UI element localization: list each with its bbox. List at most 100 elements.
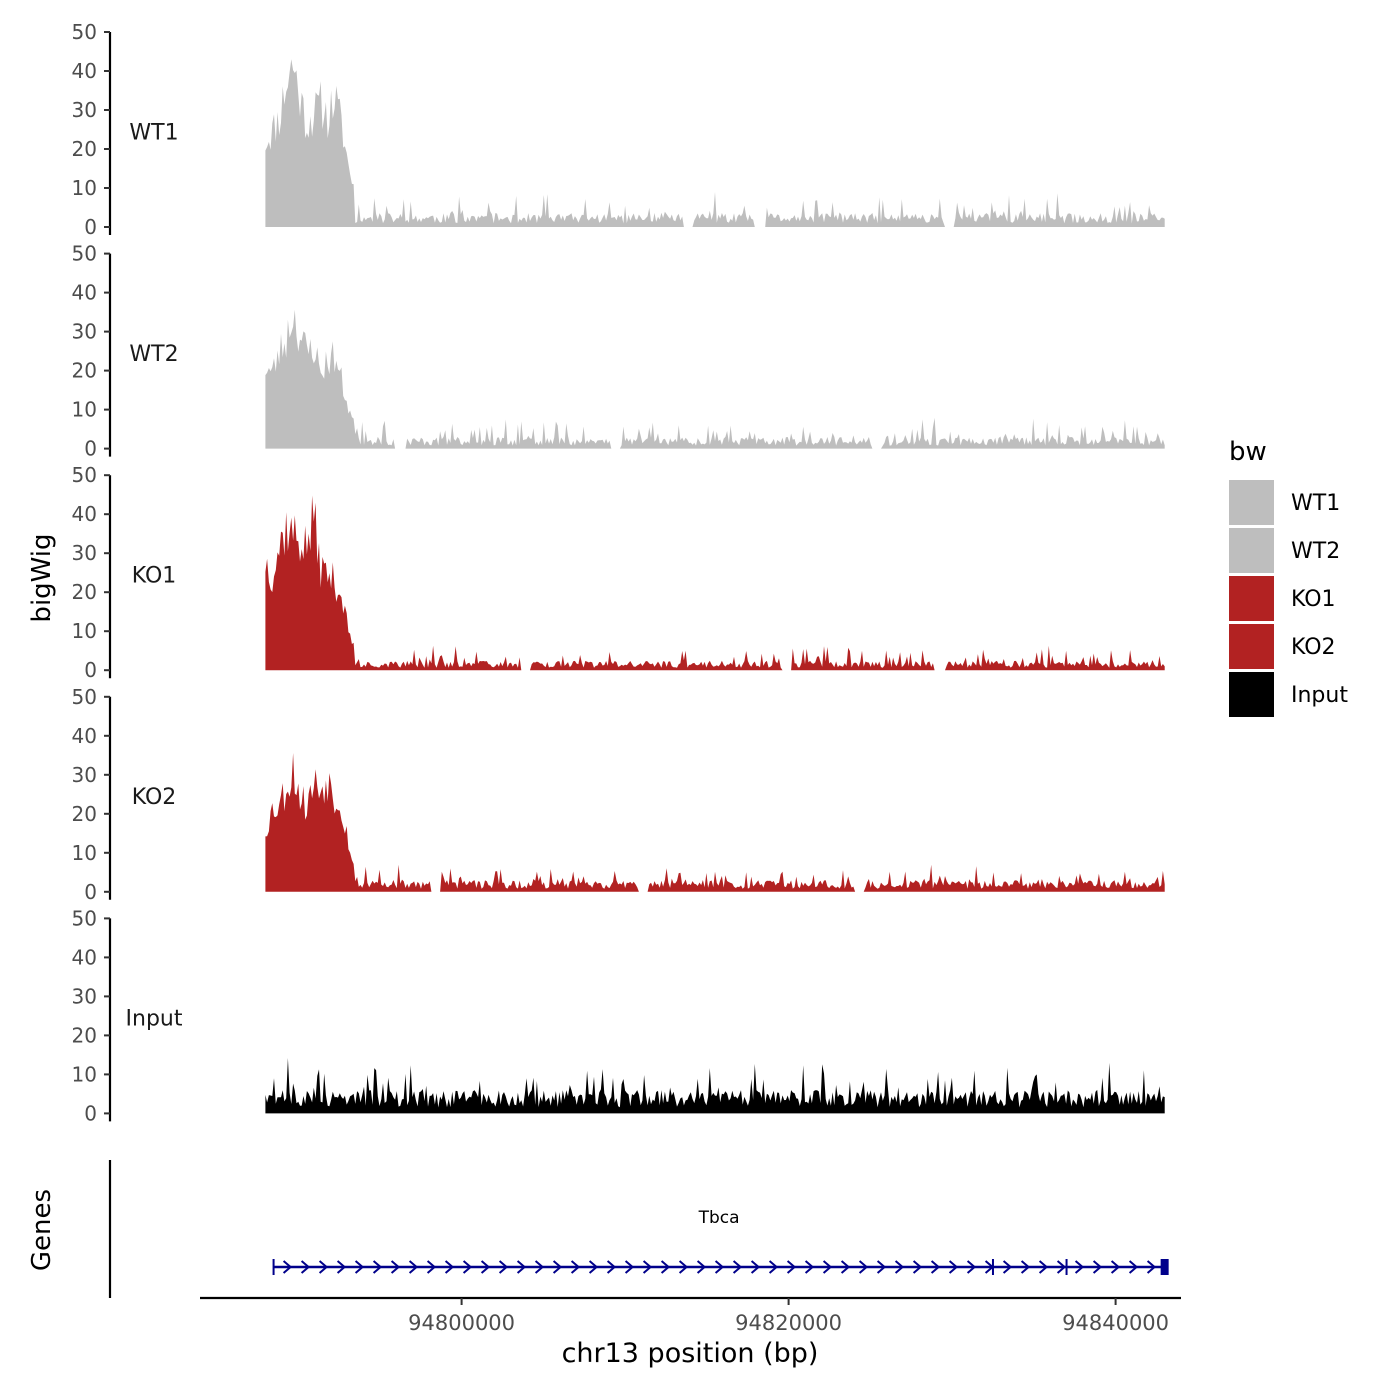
strand-arrow xyxy=(372,1260,383,1274)
strand-arrow xyxy=(1038,1260,1049,1274)
strand-arrow xyxy=(822,1260,833,1274)
genes-track-label: Genes xyxy=(27,1189,57,1271)
strand-arrow xyxy=(1128,1260,1139,1274)
y-tick-label: 50 xyxy=(72,685,97,709)
track-wt1: 0 10 20 30 40 50 WT1 xyxy=(72,20,1165,239)
legend-swatch xyxy=(1229,672,1274,717)
x-axis: 94800000 94820000 94840000 xyxy=(200,1296,1181,1335)
strand-arrow xyxy=(462,1260,473,1274)
strand-arrow xyxy=(678,1260,689,1274)
strand-arrow xyxy=(750,1260,761,1274)
coverage-area xyxy=(265,495,1165,671)
y-tick-label: 50 xyxy=(72,242,97,266)
legend-items: WT1 WT2 KO1 KO2 Input xyxy=(1229,480,1348,717)
y-tick-label: 10 xyxy=(72,841,97,865)
strand-arrow xyxy=(552,1260,563,1274)
y-tick-label: 20 xyxy=(72,137,97,161)
coverage-area xyxy=(265,1058,1165,1114)
track-label: WT1 xyxy=(129,120,178,145)
y-tick-label: 10 xyxy=(72,398,97,422)
y-tick-label: 30 xyxy=(72,984,97,1008)
strand-arrow xyxy=(786,1260,797,1274)
coverage-area xyxy=(265,59,1165,227)
strand-arrow xyxy=(300,1260,311,1274)
legend-item-ko1: KO1 xyxy=(1229,576,1336,621)
strand-arrow xyxy=(732,1260,743,1274)
y-tick-label: 0 xyxy=(84,437,97,461)
y-tick-label: 20 xyxy=(72,359,97,383)
y-tick-label: 40 xyxy=(72,724,97,748)
legend-swatch xyxy=(1229,528,1274,573)
coverage-area xyxy=(265,309,1165,449)
strand-arrow xyxy=(1146,1260,1157,1274)
y-axis-label: bigWig xyxy=(27,533,57,622)
strand-arrow xyxy=(660,1260,671,1274)
strand-arrow xyxy=(570,1260,581,1274)
legend-label: Input xyxy=(1291,683,1348,708)
y-tick-label: 10 xyxy=(72,1062,97,1086)
y-tick-label: 40 xyxy=(72,502,97,526)
strand-arrow xyxy=(498,1260,509,1274)
strand-arrow xyxy=(336,1260,347,1274)
track-label: Input xyxy=(126,1007,183,1032)
x-tick-label: 94820000 xyxy=(735,1311,842,1335)
strand-arrow xyxy=(858,1260,869,1274)
y-tick-label: 20 xyxy=(72,802,97,826)
coverage-area xyxy=(265,753,1165,892)
gene-name: Tbca xyxy=(698,1208,740,1228)
strand-arrow xyxy=(1002,1260,1013,1274)
track-wt2: 0 10 20 30 40 50 WT2 xyxy=(72,242,1165,461)
exon-mark xyxy=(272,1259,275,1275)
strand-arrow xyxy=(642,1260,653,1274)
track-label: KO1 xyxy=(132,563,177,588)
y-tick-label: 0 xyxy=(84,880,97,904)
x-axis-label: chr13 position (bp) xyxy=(562,1338,819,1369)
y-tick-label: 30 xyxy=(72,541,97,565)
strand-arrow xyxy=(534,1260,545,1274)
exon-mark xyxy=(1160,1259,1169,1275)
strand-arrow xyxy=(912,1260,923,1274)
y-tick-label: 50 xyxy=(72,463,97,487)
track-input: 0 10 20 30 40 50 Input xyxy=(72,906,1165,1125)
strand-arrow xyxy=(840,1260,851,1274)
y-tick-label: 40 xyxy=(72,945,97,969)
legend-label: KO1 xyxy=(1291,587,1336,612)
y-tick-label: 0 xyxy=(84,658,97,682)
strand-arrow xyxy=(390,1260,401,1274)
strand-arrow xyxy=(876,1260,887,1274)
track-ko1: 0 10 20 30 40 50 KO1 xyxy=(72,463,1165,682)
strand-arrow xyxy=(966,1260,977,1274)
legend-swatch xyxy=(1229,624,1274,669)
strand-arrow xyxy=(588,1260,599,1274)
y-tick-label: 20 xyxy=(72,580,97,604)
y-tick-label: 30 xyxy=(72,320,97,344)
y-tick-label: 30 xyxy=(72,763,97,787)
exon-mark xyxy=(991,1259,994,1275)
strand-arrow xyxy=(624,1260,635,1274)
strand-arrow xyxy=(606,1260,617,1274)
legend-item-wt1: WT1 xyxy=(1229,480,1340,525)
y-tick-label: 10 xyxy=(72,619,97,643)
legend-swatch xyxy=(1229,480,1274,525)
strand-arrow xyxy=(1074,1260,1085,1274)
strand-arrow xyxy=(894,1260,905,1274)
strand-arrow xyxy=(282,1260,293,1274)
strand-arrow xyxy=(930,1260,941,1274)
strand-arrow xyxy=(1092,1260,1103,1274)
y-tick-label: 40 xyxy=(72,281,97,305)
y-tick-label: 30 xyxy=(72,98,97,122)
legend-swatch xyxy=(1229,576,1274,621)
track-ko2: 0 10 20 30 40 50 KO2 xyxy=(72,685,1165,904)
strand-arrow xyxy=(1056,1260,1067,1274)
y-tick-label: 10 xyxy=(72,176,97,200)
strand-arrow xyxy=(696,1260,707,1274)
gene-track: Tbca xyxy=(108,1160,1169,1298)
strand-arrow xyxy=(768,1260,779,1274)
strand-arrow xyxy=(408,1260,419,1274)
gene-tbca: Tbca xyxy=(272,1208,1169,1275)
y-tick-label: 50 xyxy=(72,20,97,44)
legend: bw WT1 WT2 KO1 KO2 Input xyxy=(1229,437,1348,717)
legend-item-wt2: WT2 xyxy=(1229,528,1340,573)
y-tick-label: 40 xyxy=(72,59,97,83)
y-tick-label: 0 xyxy=(84,215,97,239)
